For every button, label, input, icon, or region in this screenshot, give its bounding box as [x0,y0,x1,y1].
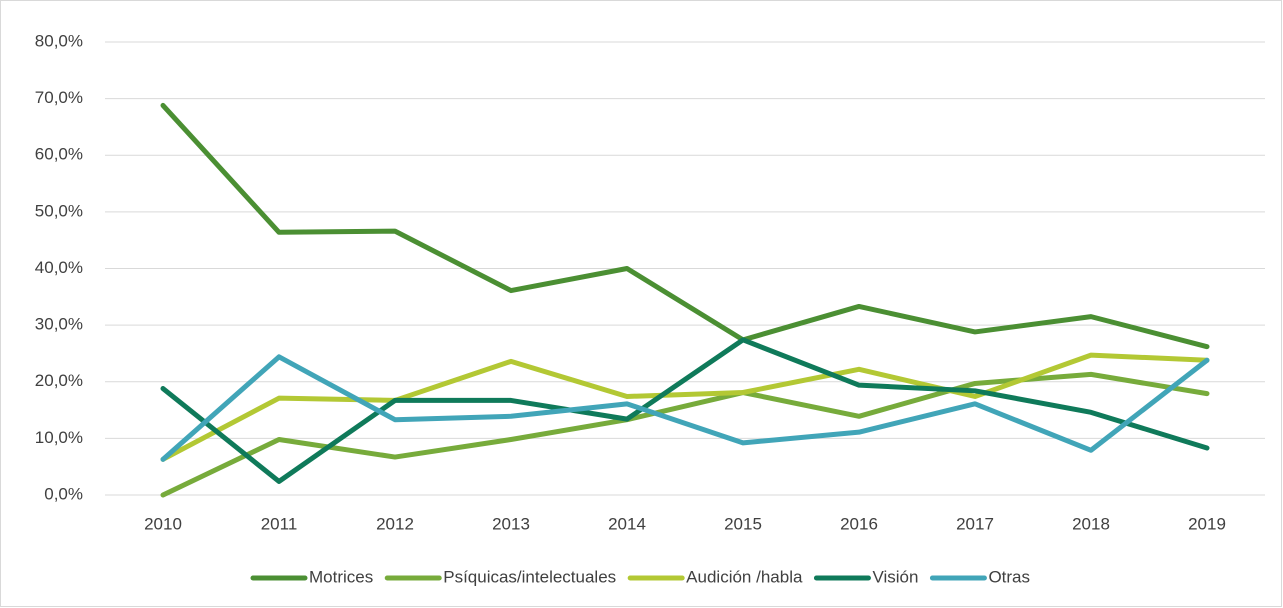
y-tick-label: 80,0% [35,31,83,50]
legend-label: Audición /habla [686,567,803,586]
line-series [160,352,1210,462]
legend-label: Psíquicas/intelectuales [443,567,616,586]
x-tick-label: 2017 [956,514,994,533]
y-tick-label: 50,0% [35,201,83,220]
x-tick-label: 2013 [492,514,530,533]
x-tick-label: 2011 [261,514,298,533]
y-tick-label: 60,0% [35,145,83,164]
line-series [160,337,1210,484]
line-series [160,102,1210,350]
line-series [160,354,1210,462]
line-series [160,371,1210,498]
x-tick-label: 2012 [376,514,414,533]
y-tick-label: 40,0% [35,258,83,277]
y-tick-label: 10,0% [35,428,83,447]
x-tick-label: 2016 [840,514,878,533]
y-tick-label: 30,0% [35,315,83,334]
legend-label: Visión [872,567,918,586]
x-tick-label: 2015 [724,514,762,533]
y-tick-label: 20,0% [35,371,83,390]
y-tick-label: 70,0% [35,88,83,107]
y-tick-label: 0,0% [44,484,83,503]
x-tick-label: 2019 [1188,514,1226,533]
legend-label: Otras [988,567,1030,586]
x-tick-label: 2014 [608,514,646,533]
x-tick-label: 2018 [1072,514,1110,533]
legend-label: Motrices [309,567,373,586]
x-tick-label: 2010 [144,514,182,533]
